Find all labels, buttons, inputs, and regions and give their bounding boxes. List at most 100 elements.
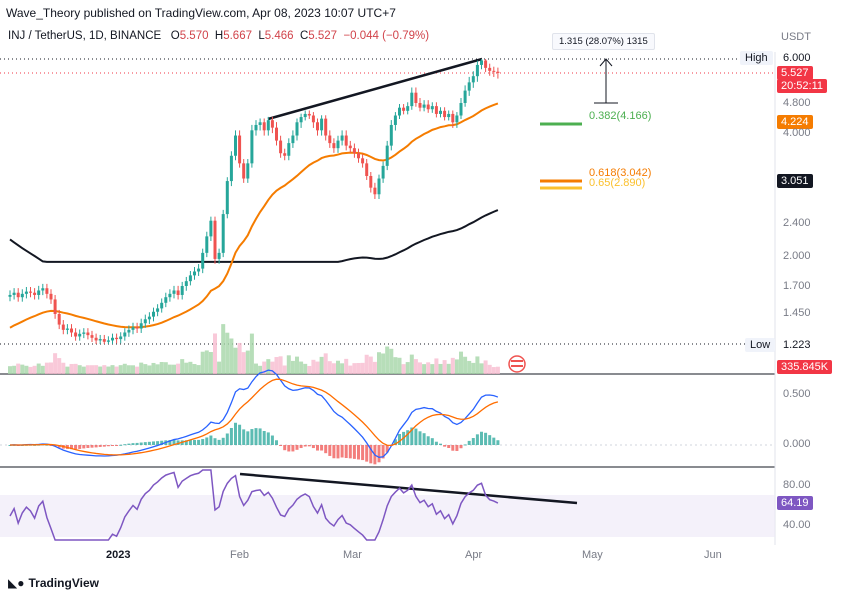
volume-bar: [73, 363, 78, 374]
candle-body: [344, 135, 348, 146]
macd-histogram-bar: [176, 440, 180, 445]
candle-body: [115, 337, 119, 340]
volume-bar: [53, 353, 58, 374]
macd-histogram-bar: [209, 435, 213, 445]
measure-label: 1.315 (28.07%) 1315: [552, 33, 655, 50]
volume-bar: [422, 364, 427, 374]
volume-bar: [245, 350, 250, 374]
candle-body: [197, 268, 201, 272]
macd-histogram-bar: [393, 439, 397, 445]
macd-histogram-bar: [463, 444, 467, 446]
macd-histogram-bar: [295, 445, 299, 450]
flag-stripe-1: [511, 360, 523, 362]
candle-body: [86, 332, 90, 336]
volume-bar: [360, 362, 365, 374]
volume-bar: [69, 363, 74, 374]
candle-body: [221, 214, 225, 253]
candle-body: [332, 143, 336, 149]
macd-histogram-bar: [127, 443, 131, 445]
volume-bar: [446, 363, 451, 374]
us-flag-icon[interactable]: [508, 355, 526, 373]
volume-bar: [143, 364, 148, 374]
candle-body: [172, 290, 176, 294]
macd-tick-0500: 0.500: [783, 388, 811, 400]
volume-bar: [418, 362, 422, 374]
tradingview-logo[interactable]: ◣● TradingView: [8, 576, 99, 590]
macd-histogram-bar: [94, 445, 98, 448]
candle-body: [377, 178, 381, 195]
volume-bar: [434, 358, 439, 374]
macd-histogram-bar: [238, 424, 242, 445]
high-value: 6.000: [783, 52, 811, 64]
rsi-tick-40: 40.00: [783, 519, 811, 531]
volume-bar: [217, 361, 222, 374]
time-label-may: May: [582, 549, 603, 561]
macd-tick-0000: 0.000: [783, 438, 811, 450]
volume-bar: [274, 357, 279, 374]
volume-bar: [266, 359, 271, 374]
volume-bar: [36, 363, 41, 374]
candle-body: [74, 332, 78, 337]
volume-bar: [135, 366, 140, 374]
macd-histogram-bar: [291, 445, 295, 452]
candle-body: [160, 302, 164, 309]
volume-bar: [389, 348, 394, 374]
candle-body: [90, 335, 94, 338]
price-tick-2000: 2.000: [783, 250, 811, 262]
volume-bar: [299, 361, 304, 374]
candle-body: [434, 106, 438, 114]
macd-histogram-bar: [250, 429, 254, 445]
macd-histogram-bar: [492, 437, 496, 445]
volume-bar: [495, 366, 500, 374]
macd-histogram-bar: [188, 440, 192, 445]
volume-bar: [225, 332, 230, 374]
candle-body: [111, 337, 114, 341]
candle-body: [41, 288, 45, 291]
price-tick-1450: 1.450: [783, 307, 811, 319]
macd-histogram-bar: [459, 445, 463, 449]
tradingview-logo-icon: ◣●: [8, 576, 25, 590]
volume-bar: [163, 362, 168, 374]
volume-bar: [454, 359, 459, 374]
volume-bar: [450, 357, 455, 374]
macd-histogram-bar: [398, 433, 401, 445]
candle-body: [168, 293, 172, 298]
volume-bar: [463, 356, 468, 374]
candle-body: [348, 145, 352, 149]
volume-bar: [393, 357, 398, 374]
candle-body: [156, 308, 160, 312]
volume-bar: [106, 366, 111, 374]
change-value: −0.044 (−0.79%): [343, 30, 430, 42]
volume-bar: [151, 362, 156, 374]
candle-body: [324, 118, 328, 136]
candle-body: [291, 135, 295, 144]
candle-body: [24, 291, 28, 294]
macd-histogram-bar: [70, 445, 73, 450]
macd-histogram-bar: [217, 439, 221, 445]
macd-histogram-bar: [475, 434, 479, 445]
macd-histogram-bar: [234, 422, 237, 445]
volume-bar: [303, 363, 308, 374]
macd-histogram-bar: [455, 445, 459, 451]
macd-histogram-bar: [143, 442, 147, 445]
candle-body: [303, 113, 307, 118]
candle-body: [123, 332, 127, 337]
candle-body: [180, 286, 184, 295]
volume-bar: [368, 356, 373, 374]
volume-bar: [8, 366, 12, 374]
macd-histogram-bar: [106, 445, 110, 447]
volume-bar: [12, 365, 17, 374]
macd-histogram-bar: [225, 433, 229, 445]
macd-histogram-bar: [152, 441, 155, 445]
macd-histogram-bar: [201, 439, 205, 445]
candle-body: [385, 145, 389, 166]
candle-body: [492, 70, 496, 72]
candle-body: [143, 319, 147, 324]
candle-body: [316, 122, 319, 131]
candle-body: [262, 122, 266, 131]
macd-histogram-bar: [283, 445, 287, 451]
candle-body: [336, 140, 340, 149]
time-label-mar: Mar: [343, 549, 362, 561]
volume-bar: [65, 366, 70, 374]
